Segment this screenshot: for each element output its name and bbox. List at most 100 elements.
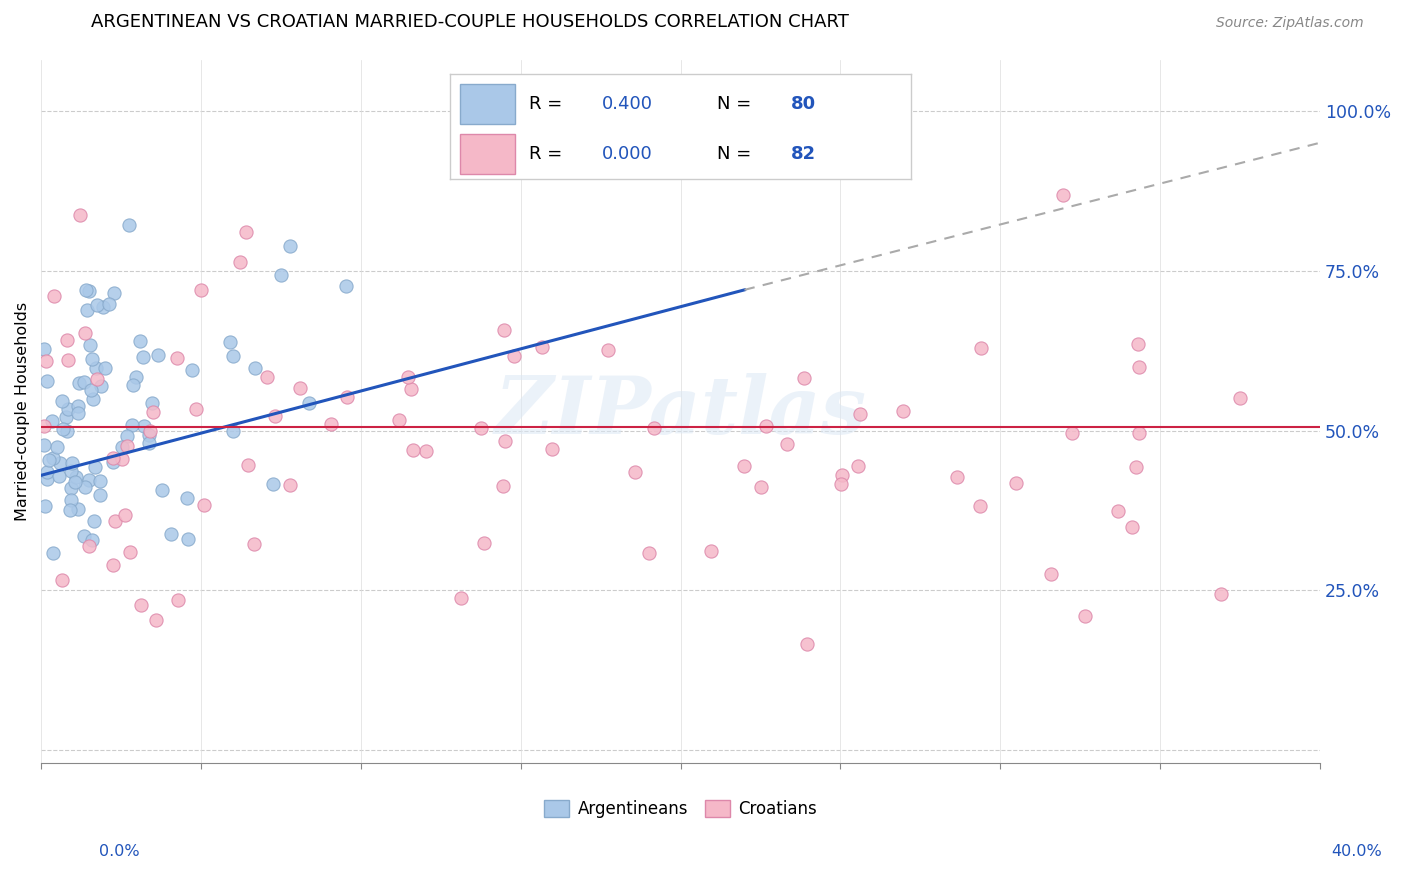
Point (35, 465, 58, 479)
Point (34, 438, 56, 452)
Text: Source: ZipAtlas.com: Source: ZipAtlas.com (1216, 16, 1364, 29)
Point (55, 409, 77, 424)
Point (643, 421, 665, 435)
Y-axis label: Married-couple Households: Married-couple Households (15, 301, 30, 521)
Point (830, 476, 852, 491)
Point (37, 472, 59, 486)
Point (67, 406, 90, 420)
Point (41, 414, 63, 428)
Point (75, 284, 97, 298)
Point (1209, 586, 1232, 600)
Point (893, 404, 915, 418)
Point (84, 460, 107, 475)
Point (401, 382, 423, 396)
Point (846, 458, 869, 473)
Point (76, 303, 98, 318)
Text: 0.0%: 0.0% (100, 845, 139, 859)
Point (89, 378, 111, 392)
Point (623, 465, 645, 479)
Point (638, 546, 661, 560)
Point (177, 533, 200, 547)
Point (48, 468, 70, 483)
Point (42, 546, 65, 560)
Point (86, 372, 108, 386)
Point (541, 442, 564, 456)
Point (160, 527, 183, 541)
Point (138, 436, 160, 450)
Point (89, 474, 111, 488)
Point (166, 351, 188, 365)
Point (73, 529, 96, 543)
Point (122, 378, 145, 392)
Point (77, 474, 100, 488)
Point (65, 469, 87, 483)
Point (1121, 520, 1143, 534)
Point (86, 360, 108, 375)
Point (104, 514, 127, 528)
Point (1060, 426, 1083, 441)
Point (129, 598, 152, 612)
Point (492, 323, 515, 337)
Point (219, 334, 242, 349)
Point (115, 428, 138, 442)
Point (222, 424, 245, 438)
Point (278, 478, 301, 492)
Point (58, 401, 80, 416)
Point (38, 452, 60, 467)
Point (176, 491, 198, 506)
Point (1126, 337, 1149, 351)
Point (91, 300, 114, 314)
Point (1107, 504, 1129, 518)
Point (51, 394, 73, 409)
Point (229, 254, 252, 268)
Point (700, 544, 723, 558)
Point (946, 470, 969, 484)
Point (474, 535, 496, 549)
Point (146, 348, 169, 362)
Point (796, 637, 818, 651)
Point (1005, 476, 1028, 491)
Point (184, 402, 207, 417)
Point (111, 452, 134, 467)
Point (503, 349, 526, 363)
Point (970, 342, 993, 356)
Point (121, 417, 143, 432)
Point (128, 334, 150, 348)
Point (101, 455, 124, 469)
Point (115, 439, 138, 453)
Point (1229, 391, 1251, 405)
Point (298, 396, 321, 410)
Point (1052, 187, 1074, 202)
Point (79, 337, 101, 351)
Point (67, 501, 90, 516)
Point (755, 419, 778, 434)
Text: ARGENTINEAN VS CROATIAN MARRIED-COUPLE HOUSEHOLDS CORRELATION CHART: ARGENTINEAN VS CROATIAN MARRIED-COUPLE H… (91, 12, 849, 30)
Point (336, 390, 359, 404)
Point (69, 376, 91, 391)
Point (141, 396, 163, 410)
Point (1128, 425, 1150, 440)
Point (125, 370, 148, 384)
Point (51, 422, 73, 436)
Point (60, 481, 83, 495)
Point (1125, 460, 1147, 475)
Point (1074, 609, 1097, 624)
Point (166, 593, 188, 607)
Point (58, 352, 80, 367)
Point (278, 239, 301, 253)
Point (118, 218, 141, 232)
Point (492, 479, 515, 493)
Text: 40.0%: 40.0% (1331, 845, 1382, 859)
Point (793, 371, 815, 385)
Point (46, 440, 69, 454)
Point (86, 297, 108, 311)
Point (66, 399, 89, 413)
Point (138, 428, 160, 442)
Point (243, 537, 266, 551)
Point (180, 363, 202, 377)
Point (335, 279, 357, 293)
Point (749, 480, 772, 494)
Point (59, 503, 82, 517)
Point (93, 361, 115, 376)
Point (256, 370, 278, 384)
